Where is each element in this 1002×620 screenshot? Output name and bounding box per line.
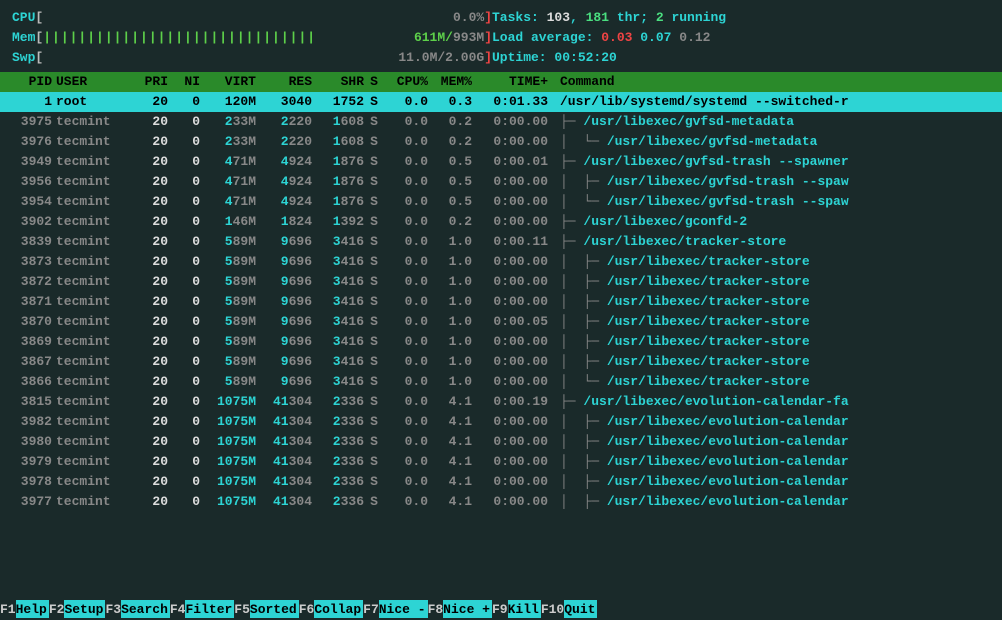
col-cpu[interactable]: CPU%: [384, 72, 428, 92]
faction-search[interactable]: Search: [121, 600, 170, 618]
faction-quit[interactable]: Quit: [564, 600, 597, 618]
col-virt[interactable]: VIRT: [200, 72, 256, 92]
col-s[interactable]: S: [364, 72, 384, 92]
cpu-bracket-close: ]: [484, 8, 492, 28]
col-shr[interactable]: SHR: [312, 72, 364, 92]
fkey-f4[interactable]: F4: [170, 600, 186, 618]
load15: 0.12: [679, 30, 710, 45]
cpu-label: CPU: [12, 8, 35, 28]
fkey-f7[interactable]: F7: [363, 600, 379, 618]
fkey-f6[interactable]: F6: [299, 600, 315, 618]
mem-bracket-close: ]: [484, 28, 492, 48]
fkey-f9[interactable]: F9: [492, 600, 508, 618]
process-row[interactable]: 3975tecmint200233M22201608S0.00.20:00.00…: [0, 112, 1002, 132]
process-row[interactable]: 3815tecmint2001075M413042336S0.04.10:00.…: [0, 392, 1002, 412]
cpu-pct: 0.0%: [453, 8, 484, 28]
running-count: 2: [656, 10, 664, 25]
process-row[interactable]: 3954tecmint200471M49241876S0.00.50:00.00…: [0, 192, 1002, 212]
col-res[interactable]: RES: [256, 72, 312, 92]
faction-kill[interactable]: Kill: [508, 600, 541, 618]
mem-label: Mem: [12, 28, 35, 48]
fkey-f1[interactable]: F1: [0, 600, 16, 618]
col-ni[interactable]: NI: [168, 72, 200, 92]
col-time[interactable]: TIME+: [472, 72, 548, 92]
function-keys[interactable]: F1Help F2Setup F3SearchF4FilterF5SortedF…: [0, 600, 1002, 618]
swp-bracket-close: ]: [484, 48, 492, 68]
fkey-f8[interactable]: F8: [428, 600, 444, 618]
load1: 0.03: [601, 30, 632, 45]
process-row[interactable]: 3949tecmint200471M49241876S0.00.50:00.01…: [0, 152, 1002, 172]
process-row[interactable]: 3980tecmint2001075M413042336S0.04.10:00.…: [0, 432, 1002, 452]
process-row[interactable]: 3902tecmint200146M18241392S0.00.20:00.00…: [0, 212, 1002, 232]
swp-bracket-open: [: [35, 48, 43, 68]
column-header[interactable]: PID USER PRI NI VIRT RES SHR S CPU% MEM%…: [0, 72, 1002, 92]
cpu-bracket-open: [: [35, 8, 43, 28]
process-row[interactable]: 3979tecmint2001075M413042336S0.04.10:00.…: [0, 452, 1002, 472]
col-cmd[interactable]: Command: [548, 72, 998, 92]
process-row[interactable]: 3870tecmint200589M96963416S0.01.00:00.05…: [0, 312, 1002, 332]
process-row[interactable]: 3976tecmint200233M22201608S0.00.20:00.00…: [0, 132, 1002, 152]
process-row[interactable]: 3872tecmint200589M96963416S0.01.00:00.00…: [0, 272, 1002, 292]
load5: 0.07: [640, 30, 671, 45]
process-row[interactable]: 3873tecmint200589M96963416S0.01.00:00.00…: [0, 252, 1002, 272]
process-row[interactable]: 3867tecmint200589M96963416S0.01.00:00.00…: [0, 352, 1002, 372]
fkey-f2[interactable]: F2: [49, 600, 65, 618]
uptime-val: 00:52:20: [554, 50, 616, 65]
faction-nice +[interactable]: Nice +: [443, 600, 492, 618]
fkey-f3[interactable]: F3: [105, 600, 121, 618]
process-row[interactable]: 3871tecmint200589M96963416S0.01.00:00.00…: [0, 292, 1002, 312]
process-row[interactable]: 1root200120M30401752S0.00.30:01.33/usr/l…: [0, 92, 1002, 112]
faction-collap[interactable]: Collap: [314, 600, 363, 618]
process-row[interactable]: 3982tecmint2001075M413042336S0.04.10:00.…: [0, 412, 1002, 432]
col-pri[interactable]: PRI: [128, 72, 168, 92]
mem-bracket-open: [: [35, 28, 43, 48]
process-row[interactable]: 3956tecmint200471M49241876S0.00.50:00.00…: [0, 172, 1002, 192]
system-meters: CPU [ 0.0% ] Tasks: 103, 181 thr; 2 runn…: [0, 0, 1002, 72]
tasks-label: Tasks:: [492, 10, 547, 25]
swp-label: Swp: [12, 48, 35, 68]
process-row[interactable]: 3839tecmint200589M96963416S0.01.00:00.11…: [0, 232, 1002, 252]
fkey-f10[interactable]: F10: [541, 600, 564, 618]
process-row[interactable]: 3866tecmint200589M96963416S0.01.00:00.00…: [0, 372, 1002, 392]
uptime-label: Uptime:: [492, 50, 554, 65]
process-row[interactable]: 3977tecmint2001075M413042336S0.04.10:00.…: [0, 492, 1002, 512]
col-mem[interactable]: MEM%: [428, 72, 472, 92]
mem-bar: |||||||||||||||||||||||||||||||: [43, 28, 316, 48]
process-row[interactable]: 3869tecmint200589M96963416S0.01.00:00.00…: [0, 332, 1002, 352]
fkey-f5[interactable]: F5: [234, 600, 250, 618]
col-user[interactable]: USER: [52, 72, 128, 92]
mem-text: 611M/993M: [414, 28, 484, 48]
swp-text: 11.0M/2.00G: [398, 48, 484, 68]
tasks-count: 103: [547, 10, 570, 25]
process-list[interactable]: 1root200120M30401752S0.00.30:01.33/usr/l…: [0, 92, 1002, 512]
col-pid[interactable]: PID: [4, 72, 52, 92]
faction-nice -[interactable]: Nice -: [379, 600, 428, 618]
thr-count: 181: [586, 10, 609, 25]
process-row[interactable]: 3978tecmint2001075M413042336S0.04.10:00.…: [0, 472, 1002, 492]
load-label: Load average:: [492, 30, 601, 45]
faction-help[interactable]: Help: [16, 600, 49, 618]
faction-setup[interactable]: Setup: [64, 600, 105, 618]
faction-sorted[interactable]: Sorted: [250, 600, 299, 618]
faction-filter[interactable]: Filter: [185, 600, 234, 618]
